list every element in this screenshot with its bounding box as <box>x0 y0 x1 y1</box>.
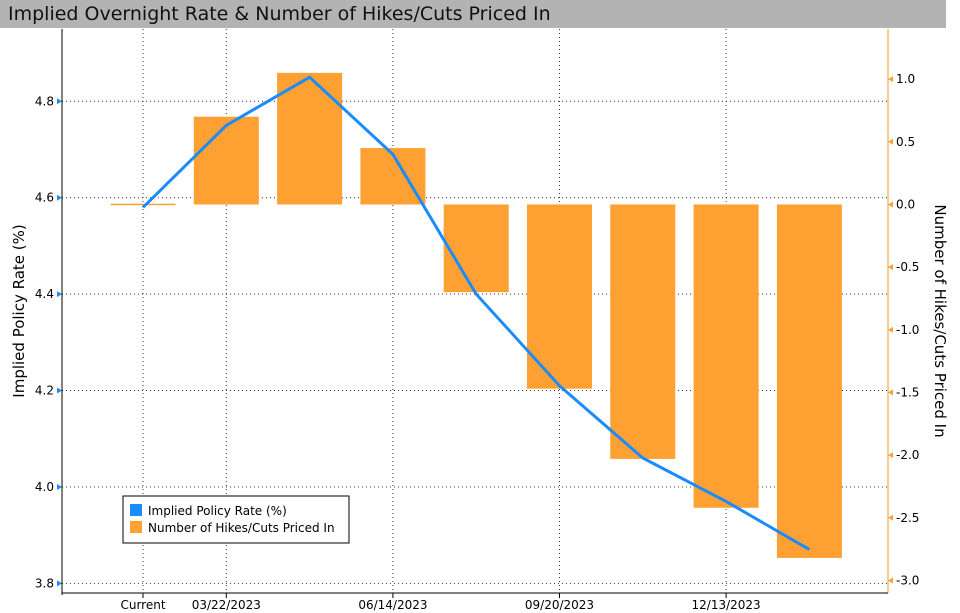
chart-title: Implied Overnight Rate & Number of Hikes… <box>8 3 551 25</box>
left-axis-title: Implied Policy Rate (%) <box>10 224 28 397</box>
legend-label-0: Implied Policy Rate (%) <box>148 504 287 518</box>
legend-box <box>122 495 350 544</box>
left-tick-label: 4.6 <box>35 191 54 205</box>
right-tick-label: 0.5 <box>896 135 915 149</box>
right-tick-marker <box>888 76 893 83</box>
right-tick-label: -2.0 <box>896 448 919 462</box>
left-tick-marker <box>57 291 62 298</box>
right-tick-label: -3.0 <box>896 573 919 587</box>
left-tick-marker <box>57 387 62 394</box>
left-tick-marker <box>57 98 62 105</box>
bar-3 <box>360 148 426 205</box>
x-tick-label: 09/20/2023 <box>525 598 594 612</box>
right-tick-marker <box>888 514 893 521</box>
left-tick-label: 4.8 <box>35 94 54 108</box>
left-tick-label: 4.0 <box>35 480 54 494</box>
right-tick-label: -1.0 <box>896 323 919 337</box>
legend-label-1: Number of Hikes/Cuts Priced In <box>148 521 335 535</box>
left-tick-marker <box>57 194 62 201</box>
right-tick-label: 1.0 <box>896 72 915 86</box>
bar-7 <box>693 204 759 508</box>
bar-0 <box>110 203 176 206</box>
right-tick-label: -2.5 <box>896 511 919 525</box>
x-tick-label: 12/13/2023 <box>692 598 761 612</box>
bar-1 <box>193 116 259 205</box>
right-tick-label: -1.5 <box>896 385 919 399</box>
legend-swatch-0 <box>130 504 142 516</box>
bar-5 <box>527 204 592 389</box>
x-tick-label: Current <box>120 598 165 612</box>
right-tick-marker <box>888 326 893 333</box>
bar-2 <box>277 72 343 205</box>
left-tick-marker <box>57 483 62 490</box>
right-tick-marker <box>888 201 893 208</box>
x-tick-label: 06/14/2023 <box>358 598 427 612</box>
left-tick-label: 4.2 <box>35 384 54 398</box>
right-tick-label: -0.5 <box>896 260 919 274</box>
right-tick-marker <box>888 452 893 459</box>
left-tick-label: 3.8 <box>35 576 54 590</box>
legend-swatch-1 <box>130 521 142 533</box>
right-tick-marker <box>888 264 893 271</box>
bar-8 <box>776 204 842 558</box>
right-axis-title: Number of Hikes/Cuts Priced In <box>931 204 949 437</box>
bar-6 <box>610 204 676 459</box>
series-line-implied-rate <box>141 75 811 551</box>
bar-4 <box>443 204 509 293</box>
title-bar: Implied Overnight Rate & Number of Hikes… <box>0 0 946 28</box>
left-tick-marker <box>57 580 62 587</box>
x-tick-label: 03/22/2023 <box>192 598 261 612</box>
right-tick-marker <box>888 389 893 396</box>
right-tick-marker <box>888 577 893 584</box>
left-tick-label: 4.4 <box>35 287 54 301</box>
right-tick-marker <box>888 138 893 145</box>
right-tick-label: 0.0 <box>896 197 915 211</box>
